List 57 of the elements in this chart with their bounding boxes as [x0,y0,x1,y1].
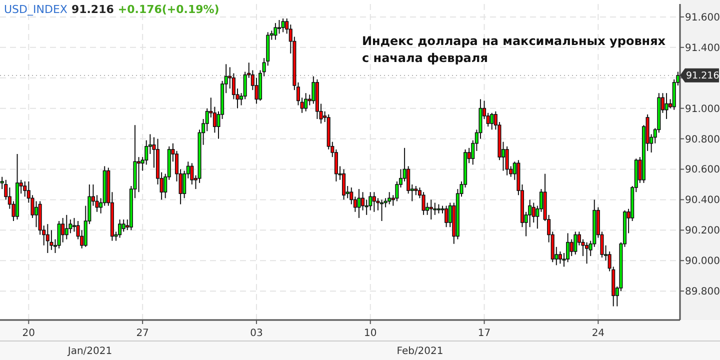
x-tick-label: 10 [364,328,377,339]
candlestick [566,232,570,263]
candlestick [388,192,392,205]
candlestick [436,204,440,214]
candlestick [558,250,562,264]
candlestick [72,217,76,232]
candlestick [190,162,194,185]
candlestick [422,192,426,216]
candlestick [46,224,50,254]
y-tick-label: 90.600 [685,164,720,176]
y-tick-label: 89.800 [685,286,720,298]
candlestick [570,238,574,257]
candlestick [380,199,384,222]
y-tick-label: 91.400 [685,42,720,54]
y-tick-label: 91.000 [685,104,720,115]
candlestick [281,18,285,33]
candlestick [361,192,365,211]
candlestick [433,202,437,216]
candlestick [429,199,433,220]
candlestick [304,92,308,112]
candlestick [342,168,346,200]
candlestick [277,19,282,34]
candlestick [414,185,418,196]
x-tick-label: 20 [22,328,36,339]
x-tick-label: 24 [592,328,605,339]
y-tick-label: 90.000 [685,256,720,268]
candlestick [490,112,494,130]
y-tick-label: 91.600 [685,12,720,24]
candlestick [444,205,448,228]
x-tick-label: 17 [478,328,491,339]
candlestick [357,188,361,218]
chart-subtitle: 91.216 +0.176(+0.19%) [71,3,220,16]
text: Feb/2021 [396,346,444,357]
y-tick-label: 90.200 [685,226,720,237]
candlestick [664,92,668,120]
candlestick [274,22,278,40]
candlestick [585,242,589,264]
candlestick [574,231,578,256]
candlestick [505,146,509,176]
candlestick [61,217,65,243]
candlestick [137,156,141,193]
text: Jan/2021 [66,346,112,357]
x-tick-label: 03 [250,328,263,339]
chart-title: USD_INDEX [4,3,68,16]
candlestick [57,220,61,249]
y-tick-label: 90.800 [685,134,720,146]
y-tick-label: 90.400 [685,195,720,206]
candlestick [34,200,38,228]
annotation: с начала февраля [362,51,488,65]
candlestick [122,218,126,232]
candlestick [64,214,68,240]
candlestick [118,218,122,238]
x-tick-label: 27 [136,328,149,339]
ref-line-label: 91.216 [686,70,720,82]
candlestick [368,192,372,211]
annotation: Индекс доллара на максимальных уровнях [362,34,666,48]
candlestick [372,192,376,212]
